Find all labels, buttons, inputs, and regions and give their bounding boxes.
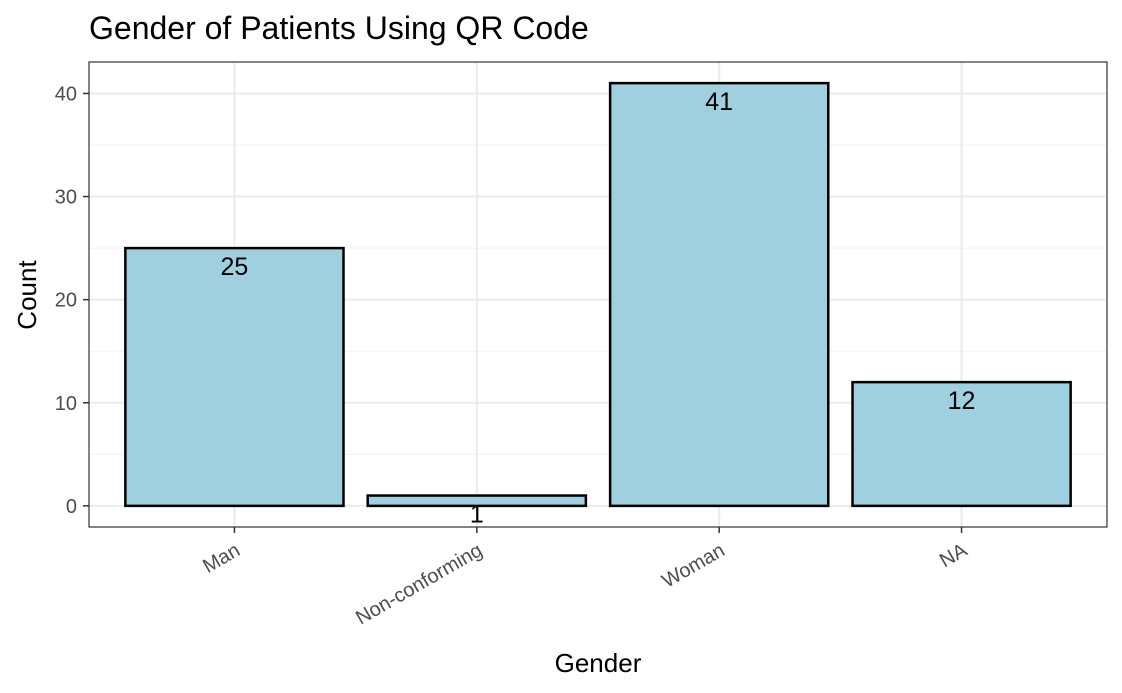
data-label: 25 xyxy=(221,253,249,281)
bar-woman xyxy=(608,81,830,508)
x-tick-label: Man xyxy=(199,539,244,578)
y-tick-label: 40 xyxy=(55,83,77,105)
bar-na xyxy=(851,380,1072,508)
data-labels: 25 1 41 12 xyxy=(221,88,976,528)
y-tick-label: 0 xyxy=(66,496,77,518)
y-tick-label: 30 xyxy=(55,187,77,209)
chart-title: Gender of Patients Using QR Code xyxy=(89,10,589,46)
y-tick-label: 20 xyxy=(55,290,77,312)
y-axis: 0 10 20 30 40 xyxy=(55,83,89,518)
plot-panel: 25 1 41 12 xyxy=(88,61,1108,529)
bar-non-conforming xyxy=(366,494,588,508)
y-axis-title: Count xyxy=(12,260,42,330)
data-label: 1 xyxy=(470,501,484,529)
y-tick-label: 10 xyxy=(55,393,77,415)
x-tick-label: Woman xyxy=(658,539,728,592)
data-label: 41 xyxy=(705,88,733,116)
x-tick-label: NA xyxy=(936,539,972,572)
bars xyxy=(124,81,1072,508)
panel-border xyxy=(88,61,1108,528)
x-axis-title: Gender xyxy=(555,648,642,678)
bar-man xyxy=(124,246,345,508)
x-axis: Man Non-conforming Woman NA xyxy=(199,527,972,629)
data-label: 12 xyxy=(948,387,976,415)
x-tick-label: Non-conforming xyxy=(352,539,486,629)
